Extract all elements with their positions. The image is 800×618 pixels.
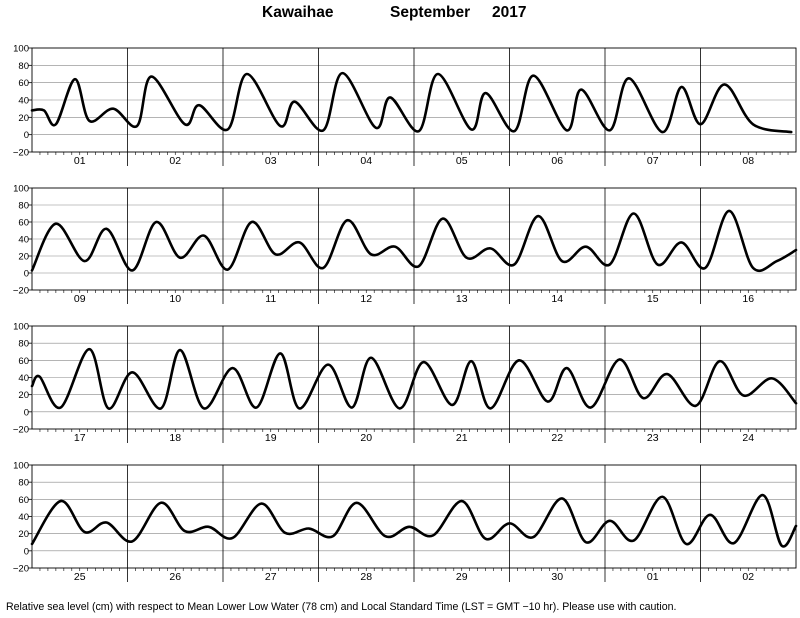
y-tick-label: 40 — [18, 512, 29, 523]
tide-curve — [30, 493, 798, 548]
y-tick-label: 20 — [18, 252, 29, 263]
y-tick-label: 40 — [18, 373, 29, 384]
day-label: 18 — [169, 432, 181, 444]
y-tick-label: 60 — [18, 356, 29, 367]
day-label: 10 — [169, 293, 181, 305]
day-label: 01 — [74, 155, 86, 167]
y-tick-label: 60 — [18, 78, 29, 89]
y-tick-label: 40 — [18, 235, 29, 246]
y-tick-label: 100 — [13, 44, 29, 55]
y-tick-label: 20 — [18, 390, 29, 401]
y-tick-label: 40 — [18, 96, 29, 107]
y-tick-label: −20 — [13, 148, 29, 159]
day-label: 06 — [551, 155, 563, 167]
day-label: 08 — [742, 155, 754, 167]
day-label: 01 — [647, 571, 659, 583]
y-tick-label: 100 — [13, 184, 29, 195]
y-tick-label: 80 — [18, 339, 29, 350]
y-tick-label: −20 — [13, 564, 29, 575]
chart-title: Kawaihae September 2017 — [0, 4, 800, 26]
y-tick-label: 100 — [13, 322, 29, 333]
day-label: 02 — [742, 571, 754, 583]
day-label: 12 — [360, 293, 372, 305]
y-tick-label: −20 — [13, 286, 29, 297]
y-tick-label: 80 — [18, 61, 29, 72]
day-label: 02 — [169, 155, 181, 167]
day-label: 11 — [265, 293, 276, 305]
y-tick-label: 20 — [18, 113, 29, 124]
tide-curve — [30, 209, 798, 273]
y-tick-label: 60 — [18, 218, 29, 229]
day-label: 28 — [360, 571, 372, 583]
y-tick-label: 20 — [18, 529, 29, 540]
footer-note: Relative sea level (cm) with respect to … — [6, 601, 677, 613]
day-label: 04 — [360, 155, 372, 167]
y-tick-label: 0 — [24, 407, 29, 418]
day-label: 22 — [551, 432, 563, 444]
y-tick-label: 0 — [24, 130, 29, 141]
y-tick-label: 0 — [24, 269, 29, 280]
day-label: 07 — [647, 155, 659, 167]
tide-curve — [30, 71, 793, 134]
day-label: 30 — [551, 571, 563, 583]
day-label: 23 — [647, 432, 659, 444]
y-tick-label: 60 — [18, 495, 29, 506]
day-label: 14 — [551, 293, 563, 305]
y-tick-label: 80 — [18, 478, 29, 489]
day-label: 19 — [265, 432, 277, 444]
day-label: 26 — [169, 571, 181, 583]
y-tick-label: −20 — [13, 425, 29, 436]
day-label: 15 — [647, 293, 659, 305]
day-label: 17 — [74, 432, 86, 444]
day-label: 13 — [456, 293, 468, 305]
y-tick-label: 100 — [13, 461, 29, 472]
day-label: 29 — [456, 571, 468, 583]
y-tick-label: 0 — [24, 546, 29, 557]
day-label: 25 — [74, 571, 86, 583]
day-label: 16 — [742, 293, 754, 305]
y-tick-label: 80 — [18, 201, 29, 212]
day-label: 05 — [456, 155, 468, 167]
day-label: 03 — [265, 155, 277, 167]
title-station: Kawaihae — [262, 4, 334, 21]
title-month: September — [390, 4, 471, 21]
day-label: 20 — [360, 432, 372, 444]
day-label: 24 — [742, 432, 754, 444]
tide-curve — [30, 347, 798, 410]
day-label: 27 — [265, 571, 277, 583]
day-label: 09 — [74, 293, 86, 305]
day-label: 21 — [456, 432, 468, 444]
title-year: 2017 — [492, 4, 527, 21]
